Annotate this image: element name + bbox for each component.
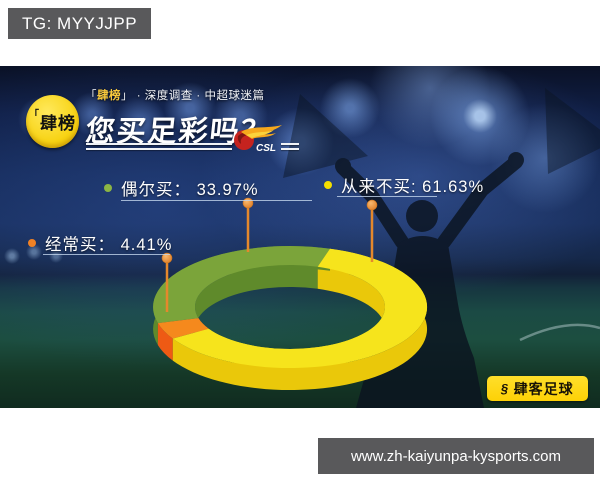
sibang-circle-badge: 「 肆榜 (26, 95, 79, 148)
title-rule (86, 148, 232, 150)
siker-label: 肆客足球 (513, 380, 574, 397)
siker-logo-glyph: § (500, 381, 511, 396)
csl-logo: CSL (234, 125, 282, 154)
callout-underline (337, 196, 437, 197)
stadium-photo: 「 肆榜 「肆榜」 · 深度调查 · 中超球迷篇 您买足彩吗？ CSL 偶尔买：… (0, 66, 600, 408)
callout-often: 经常买： 4.41% (28, 231, 172, 255)
donut-chart (153, 246, 428, 391)
callout-underline (43, 254, 170, 255)
scene-svg (153, 88, 600, 408)
siker-football-badge: § 肆客足球 (487, 376, 588, 401)
callout-text-occasional: 偶尔买： 33.97% (121, 181, 259, 199)
callout-occasional: 偶尔买： 33.97% (104, 176, 259, 200)
legend-dot-occasional (104, 184, 112, 192)
title-rule (86, 143, 232, 145)
callout-underline (121, 200, 312, 201)
series-brand: 肆榜 (97, 90, 121, 102)
callout-text-often: 经常买： 4.41% (45, 236, 173, 254)
tg-watermark-badge: TG: MYYJJPP (8, 8, 152, 39)
legend-dot-never (324, 181, 332, 189)
title-rule (281, 143, 299, 145)
csl-text: CSL (256, 143, 276, 154)
legend-dot-often (28, 239, 36, 247)
series-close: 」 (121, 90, 133, 102)
pitch-line (519, 323, 600, 342)
brand-name: 肆榜 (40, 114, 76, 133)
bracket-mark: 「 (29, 110, 40, 121)
series-rest: · 深度调查 · 中超球迷篇 (136, 90, 265, 102)
callout-never: 从来不买: 61.63% (324, 173, 484, 197)
series-subtitle: 「肆榜」 · 深度调查 · 中超球迷篇 (85, 87, 264, 103)
series-open: 「 (85, 90, 97, 102)
url-watermark: www.zh-kaiyunpa-kysports.com (318, 438, 594, 474)
title-rule (281, 148, 299, 150)
callout-text-never: 从来不买: 61.63% (341, 178, 485, 196)
